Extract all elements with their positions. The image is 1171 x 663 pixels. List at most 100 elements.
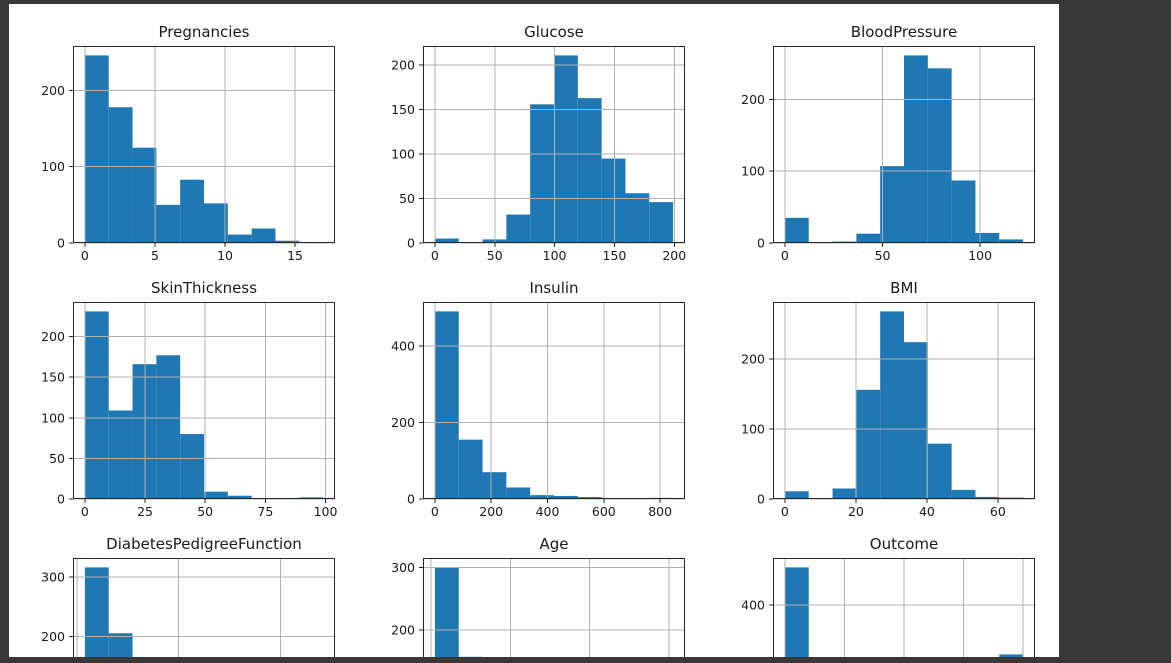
- y-tick-label: 400: [741, 597, 765, 612]
- histogram-bmi: 0 20 40 60 0 100 200 BMI: [741, 279, 1035, 519]
- x-tick-label: 0: [781, 248, 789, 263]
- histogram-bar: [108, 107, 133, 243]
- axes-spines: [73, 558, 335, 657]
- x-tick-label: 0: [431, 248, 439, 263]
- axes-spines: [73, 46, 335, 243]
- histogram-bar: [180, 179, 204, 243]
- histogram-bar: [251, 228, 276, 243]
- x-tick-label: 40: [919, 504, 935, 519]
- histogram-bar: [649, 202, 674, 243]
- histogram-bar: [84, 567, 109, 657]
- histogram-glucose: 0 50 100 150 200 0 50 100 150 200 Glucose: [391, 23, 686, 263]
- histogram-bar: [84, 55, 109, 243]
- x-tick-label: 600: [592, 504, 616, 519]
- y-tick-label: 100: [741, 164, 765, 179]
- y-tick-label: 50: [49, 451, 65, 466]
- x-tick-label: 100: [968, 248, 992, 263]
- histogram-bar: [227, 495, 252, 499]
- y-tick-label: 0: [407, 236, 415, 251]
- histogram-bar: [904, 55, 928, 243]
- subplot-title: Pregnancies: [158, 23, 249, 41]
- histogram-bar: [577, 98, 602, 243]
- x-tick-label: 0: [81, 504, 89, 519]
- histogram-bar: [204, 203, 228, 243]
- histogram-bar: [927, 68, 952, 243]
- y-tick-label: 200: [391, 415, 415, 430]
- histogram-bar: [904, 342, 928, 499]
- histogram-outcome: 00.250.50.7510200400Outcome: [741, 535, 1035, 657]
- y-tick-label: 300: [41, 569, 65, 584]
- histogram-bar: [132, 147, 157, 243]
- histogram-bar: [784, 217, 809, 243]
- histogram-bar: [458, 439, 483, 499]
- histogram-diabetespedigreefunction: 0120100200300DiabetesPedigreeFunction: [41, 535, 335, 657]
- subplot-title: DiabetesPedigreeFunction: [106, 535, 302, 553]
- histogram-bar: [832, 488, 857, 499]
- histogram-bar: [506, 214, 531, 243]
- y-tick-label: 100: [41, 410, 65, 425]
- x-tick-label: 75: [257, 504, 273, 519]
- histogram-bar: [84, 311, 109, 499]
- histogram-bar: [951, 180, 976, 243]
- x-tick-label: 20: [848, 504, 864, 519]
- y-tick-label: 0: [757, 492, 765, 507]
- y-tick-label: 100: [741, 421, 765, 436]
- subplot-title: Glucose: [524, 23, 584, 41]
- histogram-bar: [506, 487, 531, 499]
- histogram-bar: [132, 364, 157, 499]
- y-tick-label: 150: [41, 370, 65, 385]
- x-tick-label: 800: [648, 504, 672, 519]
- y-tick-label: 200: [741, 351, 765, 366]
- x-tick-label: 200: [662, 248, 686, 263]
- histogram-bar: [204, 491, 228, 499]
- histogram-skinthickness: 0 25 50 75 100 0 50 100 150 200 SkinThickness: [41, 279, 338, 519]
- histogram-bar: [927, 443, 952, 499]
- subplot-title: Outcome: [870, 535, 938, 553]
- x-tick-label: 100: [543, 248, 567, 263]
- subplot-title: Age: [539, 535, 568, 553]
- y-tick-label: 200: [391, 58, 415, 73]
- x-tick-label: 100: [314, 504, 338, 519]
- x-tick-label: 60: [990, 504, 1006, 519]
- y-tick-label: 0: [57, 492, 65, 507]
- histogram-bar: [601, 158, 626, 243]
- y-tick-label: 300: [391, 560, 415, 575]
- figure-canvas: 0 5 10 15 0 100 200 Pregnancies 0 50 100 150 200 0 50 1…: [9, 4, 1059, 657]
- histogram-bar: [554, 495, 578, 499]
- y-tick-label: 0: [757, 236, 765, 251]
- y-tick-label: 200: [41, 83, 65, 98]
- subplot-title: Insulin: [529, 279, 578, 297]
- histogram-bar: [951, 489, 976, 499]
- histogram-bar: [880, 311, 904, 499]
- axes-spines: [773, 302, 1035, 499]
- axes-spines: [423, 46, 685, 243]
- y-tick-label: 0: [57, 236, 65, 251]
- y-tick-label: 50: [399, 191, 415, 206]
- histogram-bar: [180, 434, 204, 499]
- subplot-title: SkinThickness: [151, 279, 257, 297]
- histogram-bar: [856, 233, 881, 243]
- x-tick-label: 50: [487, 248, 503, 263]
- histogram-bar: [156, 355, 181, 499]
- subplot-title: BMI: [890, 279, 918, 297]
- histogram-pregnancies: 0 5 10 15 0 100 200 Pregnancies: [41, 23, 335, 263]
- histogram-bar: [482, 472, 507, 499]
- histogram-bar: [975, 496, 1000, 499]
- y-tick-label: 150: [391, 102, 415, 117]
- histogram-bar: [856, 389, 881, 499]
- y-tick-label: 200: [741, 92, 765, 107]
- histogram-bar: [554, 55, 578, 243]
- y-tick-label: 100: [41, 159, 65, 174]
- x-tick-label: 50: [197, 504, 213, 519]
- x-tick-label: 0: [431, 504, 439, 519]
- subplot-title: BloodPressure: [851, 23, 957, 41]
- x-tick-label: 200: [479, 504, 503, 519]
- histogram-bar: [784, 491, 809, 499]
- histogram-bar: [434, 311, 459, 499]
- axes-spines: [423, 558, 685, 657]
- y-tick-label: 400: [391, 338, 415, 353]
- histogram-bar: [530, 104, 554, 243]
- histogram-bar: [784, 567, 809, 657]
- x-tick-label: 25: [137, 504, 153, 519]
